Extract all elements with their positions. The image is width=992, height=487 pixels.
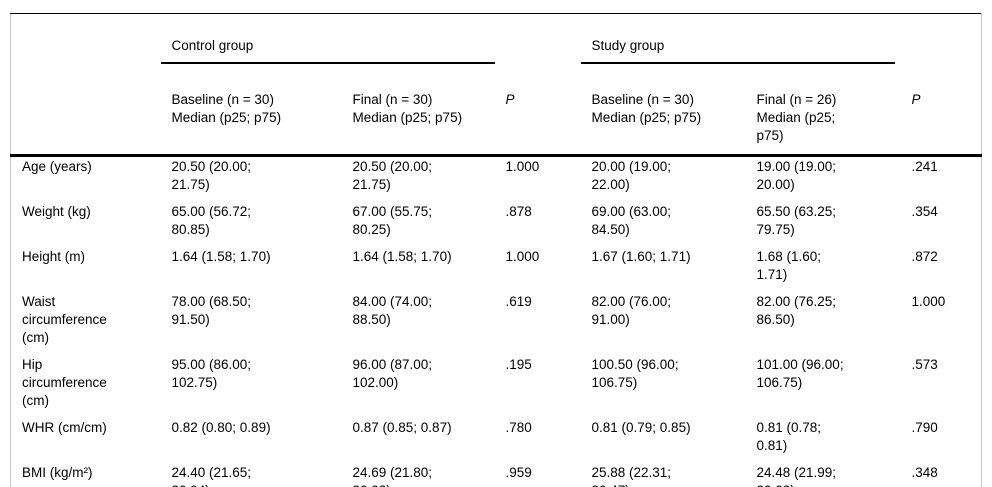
value-cell: 69.00 (63.00; 84.50) (591, 204, 672, 237)
value-cell: 1.68 (1.60; 1.71) (756, 249, 822, 282)
value-cell: 78.00 (68.50; 91.50) (171, 294, 252, 327)
p-value-cell: .780 (505, 420, 532, 435)
row-label: Hip circumference (cm) (22, 357, 107, 408)
value-cell: 65.00 (56.72; 80.85) (171, 204, 252, 237)
value-cell: 100.50 (96.00; 106.75) (591, 357, 679, 390)
study-p-header: P (900, 82, 982, 157)
study-baseline-header: Baseline (n = 30) Median (p25; p75) (580, 82, 746, 157)
control-group-header-cell: Control group (160, 14, 495, 83)
value-cell: 24.69 (21.80; 30.02) (352, 465, 433, 487)
value-cell: 20.00 (19.00; 22.00) (591, 159, 672, 192)
row-label-header (10, 82, 161, 157)
p-value-cell: 1.000 (505, 249, 540, 264)
spacer-cell (495, 14, 581, 83)
study-group-header-cell: Study group (580, 14, 901, 83)
corner-cell (11, 14, 161, 83)
p-value-cell: .354 (911, 204, 938, 219)
subcolumn-header-row: Baseline (n = 30) Median (p25; p75) Fina… (10, 82, 982, 157)
p-value-cell: .195 (505, 357, 532, 372)
p-value-cell: .878 (505, 204, 532, 219)
p-value-cell: 1.000 (911, 294, 946, 309)
table-row-waist-circumference: Waist circumference (cm) 78.00 (68.50; 9… (11, 292, 982, 355)
study-final-header: Final (n = 26) Median (p25; p75) (745, 82, 901, 157)
value-cell: 0.81 (0.79; 0.85) (591, 420, 691, 435)
value-cell: 24.48 (21.99; 30.02) (756, 465, 837, 487)
p-value-cell: 1.000 (505, 159, 540, 174)
row-label: WHR (cm/cm) (22, 420, 107, 435)
value-cell: 82.00 (76.00; 91.00) (591, 294, 672, 327)
value-cell: 19.00 (19.00; 20.00) (756, 159, 837, 192)
p-value-cell: .790 (911, 420, 938, 435)
table-row-age: Age (years) 20.50 (20.00; 21.75) 20.50 (… (11, 156, 982, 203)
table-row-whr: WHR (cm/cm) 0.82 (0.80; 0.89) 0.87 (0.85… (11, 418, 982, 463)
value-cell: 96.00 (87.00; 102.00) (352, 357, 433, 390)
control-baseline-header: Baseline (n = 30) Median (p25; p75) (160, 82, 342, 157)
control-p-header: P (494, 82, 581, 157)
value-cell: 67.00 (55.75; 80.25) (352, 204, 433, 237)
p-value-cell: .872 (911, 249, 938, 264)
group-header-row: Control group Study group (11, 14, 982, 83)
value-cell: 24.40 (21.65; 30.94) (171, 465, 252, 487)
anthropometric-comparison-table: Control group Study group Baseline (n = … (10, 13, 982, 487)
value-cell: 0.81 (0.78; 0.81) (756, 420, 822, 453)
row-label: Height (m) (22, 249, 86, 264)
p-value-cell: .348 (911, 465, 938, 480)
table-row-weight: Weight (kg) 65.00 (56.72; 80.85) 67.00 (… (11, 202, 982, 247)
value-cell: 1.64 (1.58; 1.70) (171, 249, 271, 264)
control-final-header: Final (n = 30) Median (p25; p75) (341, 82, 495, 157)
row-label: Age (years) (22, 159, 92, 174)
study-group-label: Study group (580, 32, 895, 64)
value-cell: 0.82 (0.80; 0.89) (171, 420, 271, 435)
row-label: Waist circumference (cm) (22, 294, 107, 345)
p-value-cell: .619 (505, 294, 532, 309)
row-label: BMI (kg/m²) (22, 465, 93, 480)
value-cell: 20.50 (20.00; 21.75) (352, 159, 433, 192)
value-cell: 84.00 (74.00; 88.50) (352, 294, 433, 327)
value-cell: 1.67 (1.60; 1.71) (591, 249, 691, 264)
value-cell: 1.64 (1.58; 1.70) (352, 249, 452, 264)
table-row-bmi: BMI (kg/m²) 24.40 (21.65; 30.94) 24.69 (… (11, 463, 982, 487)
row-label: Weight (kg) (22, 204, 91, 219)
p-value-cell: .573 (911, 357, 938, 372)
value-cell: 82.00 (76.25; 86.50) (756, 294, 837, 327)
p-value-cell: .241 (911, 159, 938, 174)
table-row-height: Height (m) 1.64 (1.58; 1.70) 1.64 (1.58;… (11, 247, 982, 292)
control-group-label: Control group (160, 32, 495, 64)
spacer-cell (901, 14, 982, 83)
value-cell: 25.88 (22.31; 30.47) (591, 465, 672, 487)
value-cell: 65.50 (63.25; 79.75) (756, 204, 837, 237)
value-cell: 95.00 (86.00; 102.75) (171, 357, 252, 390)
table-row-hip-circumference: Hip circumference (cm) 95.00 (86.00; 102… (11, 355, 982, 418)
value-cell: 101.00 (96.00; 106.75) (756, 357, 844, 390)
value-cell: 20.50 (20.00; 21.75) (171, 159, 252, 192)
p-value-cell: .959 (505, 465, 532, 480)
value-cell: 0.87 (0.85; 0.87) (352, 420, 452, 435)
